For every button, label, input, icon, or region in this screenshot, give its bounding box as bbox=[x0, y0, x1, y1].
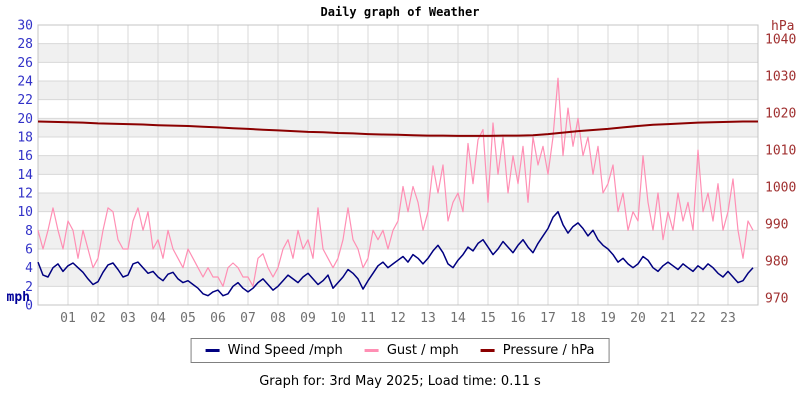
x-axis-tick-label: 13 bbox=[420, 311, 436, 326]
pressure-legend-swatch bbox=[480, 349, 495, 352]
x-axis-tick-label: 03 bbox=[120, 311, 136, 326]
x-axis-tick-label: 02 bbox=[90, 311, 106, 326]
left-axis-tick-label: 16 bbox=[17, 149, 33, 164]
left-axis-tick-label: 14 bbox=[17, 168, 33, 183]
x-axis-tick-label: 20 bbox=[630, 311, 646, 326]
x-axis-tick-label: 22 bbox=[690, 311, 706, 326]
series-lines bbox=[37, 77, 758, 297]
left-axis-tick-label: 20 bbox=[17, 112, 33, 127]
x-axis-tick-label: 09 bbox=[300, 311, 316, 326]
x-axis-tick-label: 16 bbox=[510, 311, 526, 326]
right-axis-tick-label: 970 bbox=[765, 292, 788, 307]
chart-plot-area: 3028262422201816141210864201040103010201… bbox=[7, 19, 797, 327]
right-axis-tick-label: 1020 bbox=[765, 107, 796, 122]
wind-speed-legend-swatch bbox=[205, 349, 220, 352]
left-axis-tick-label: 2 bbox=[25, 280, 33, 295]
left-axis-tick-label: 6 bbox=[25, 243, 33, 258]
right-axis-tick-label: 1030 bbox=[765, 70, 796, 85]
right-axis-tick-label: 980 bbox=[765, 255, 788, 270]
left-axis-tick-label: 12 bbox=[17, 187, 33, 202]
x-axis-tick-label: 05 bbox=[180, 311, 196, 326]
right-axis-tick-label: 1010 bbox=[765, 144, 796, 159]
x-axis-tick-label: 04 bbox=[150, 311, 166, 326]
pressure-legend-label: Pressure / hPa bbox=[502, 343, 595, 358]
right-axis-tick-label: 1040 bbox=[765, 33, 796, 48]
left-axis-tick-label: 24 bbox=[17, 75, 33, 90]
wind-speed-legend-label: Wind Speed /mph bbox=[227, 343, 343, 358]
x-axis-tick-label: 18 bbox=[570, 311, 586, 326]
chart-title: Daily graph of Weather bbox=[320, 5, 480, 19]
gust-line bbox=[37, 77, 754, 287]
x-axis-tick-label: 08 bbox=[270, 311, 286, 326]
chart-legend: Wind Speed /mph Gust / mph Pressure / hP… bbox=[190, 338, 610, 363]
left-axis-tick-label: 30 bbox=[17, 19, 33, 34]
x-axis-tick-label: 23 bbox=[720, 311, 736, 326]
x-axis-tick-label: 12 bbox=[390, 311, 406, 326]
legend-item-gust: Gust / mph bbox=[364, 343, 459, 358]
legend-item-wind-speed: Wind Speed /mph bbox=[205, 343, 343, 358]
right-axis-unit-label: hPa bbox=[771, 19, 794, 34]
gust-legend-label: Gust / mph bbox=[386, 343, 459, 358]
pressure-line bbox=[37, 120, 758, 137]
x-axis-tick-label: 21 bbox=[660, 311, 676, 326]
left-axis-tick-label: 10 bbox=[17, 205, 33, 220]
x-axis-tick-label: 07 bbox=[240, 311, 256, 326]
gust-legend-swatch bbox=[364, 349, 379, 352]
x-axis-tick-label: 17 bbox=[540, 311, 556, 326]
x-axis-tick-label: 10 bbox=[330, 311, 346, 326]
x-axis-tick-label: 01 bbox=[60, 311, 76, 326]
left-axis-tick-label: 4 bbox=[25, 261, 33, 276]
left-axis-tick-label: 8 bbox=[25, 224, 33, 239]
wind-line bbox=[37, 210, 754, 297]
gridlines bbox=[37, 24, 759, 306]
axis-tick-labels: 3028262422201816141210864201040103010201… bbox=[17, 19, 796, 327]
graph-caption: Graph for: 3rd May 2025; Load time: 0.11… bbox=[259, 374, 541, 389]
x-axis-tick-label: 06 bbox=[210, 311, 226, 326]
left-axis-tick-label: 0 bbox=[25, 299, 33, 314]
right-axis-tick-label: 990 bbox=[765, 218, 788, 233]
left-axis-tick-label: 22 bbox=[17, 93, 33, 108]
x-axis-tick-label: 11 bbox=[360, 311, 376, 326]
left-axis-tick-label: 26 bbox=[17, 56, 33, 71]
legend-item-pressure: Pressure / hPa bbox=[480, 343, 595, 358]
right-axis-tick-label: 1000 bbox=[765, 181, 796, 196]
left-axis-unit-label: mph bbox=[7, 290, 30, 305]
x-axis-tick-label: 19 bbox=[600, 311, 616, 326]
x-axis-tick-label: 15 bbox=[480, 311, 496, 326]
left-axis-tick-label: 18 bbox=[17, 131, 33, 146]
x-axis-tick-label: 14 bbox=[450, 311, 466, 326]
left-axis-tick-label: 28 bbox=[17, 37, 33, 52]
